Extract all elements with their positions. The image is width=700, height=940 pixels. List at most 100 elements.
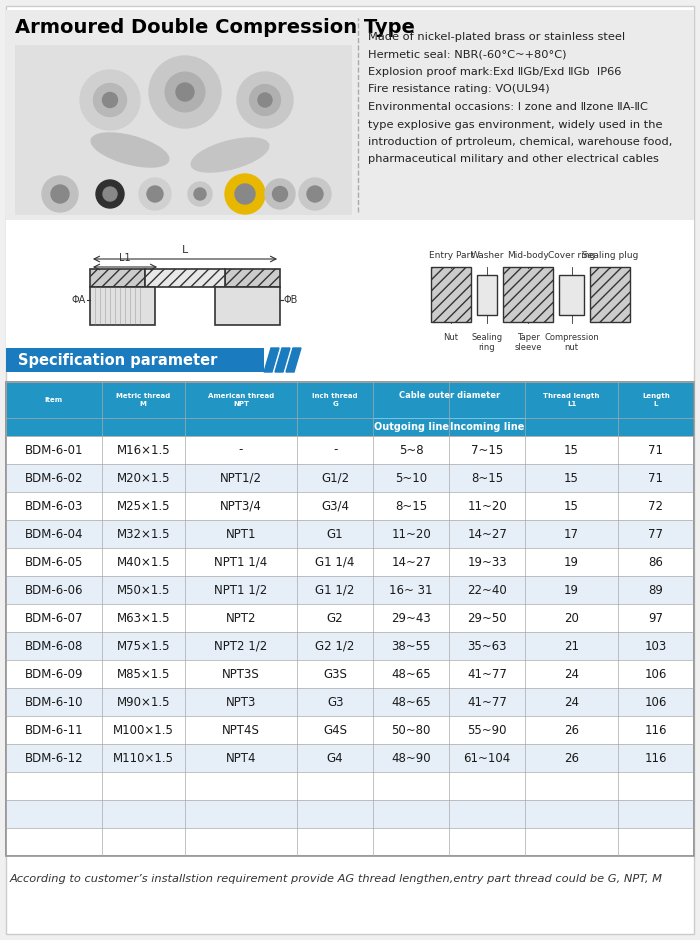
Text: NPT4: NPT4 [226,751,256,764]
Text: -: - [239,444,243,457]
FancyBboxPatch shape [590,267,630,322]
Text: 86: 86 [648,556,664,569]
Polygon shape [264,348,279,372]
FancyBboxPatch shape [6,520,694,548]
Text: 19: 19 [564,584,579,597]
Text: 38~55: 38~55 [391,639,431,652]
Text: BDM-6-08: BDM-6-08 [25,639,83,652]
Text: 116: 116 [645,724,667,737]
Text: BDM-6-10: BDM-6-10 [25,696,83,709]
Text: 116: 116 [645,751,667,764]
FancyBboxPatch shape [477,275,497,315]
Text: Explosion proof mark:Exd ⅡGb/Exd ⅡGb  IP66: Explosion proof mark:Exd ⅡGb/Exd ⅡGb IP6… [368,67,622,77]
Text: 29~50: 29~50 [468,612,507,624]
Text: BDM-6-02: BDM-6-02 [25,472,83,484]
Text: M25×1.5: M25×1.5 [116,499,170,512]
Text: 55~90: 55~90 [468,724,507,737]
Text: 106: 106 [645,667,667,681]
Text: 22~40: 22~40 [468,584,507,597]
Text: 97: 97 [648,612,664,624]
Text: BDM-6-12: BDM-6-12 [25,751,83,764]
Text: Entry Part: Entry Part [428,251,473,260]
Circle shape [265,179,295,209]
Text: M75×1.5: M75×1.5 [116,639,170,652]
FancyBboxPatch shape [6,348,264,372]
Circle shape [272,186,288,201]
Text: 16~ 31: 16~ 31 [389,584,433,597]
Text: ΦA: ΦA [71,295,86,305]
Circle shape [258,93,272,107]
Text: Nut: Nut [444,333,458,342]
FancyBboxPatch shape [503,267,553,322]
FancyBboxPatch shape [6,800,694,828]
FancyBboxPatch shape [6,464,694,492]
FancyBboxPatch shape [6,418,694,436]
FancyBboxPatch shape [15,45,352,215]
Text: Sealing plug: Sealing plug [582,251,638,260]
Text: Washer: Washer [470,251,504,260]
Polygon shape [286,348,301,372]
Text: 15: 15 [564,499,579,512]
Text: M110×1.5: M110×1.5 [113,751,174,764]
Text: BDM-6-07: BDM-6-07 [25,612,83,624]
Text: G4: G4 [327,751,344,764]
Text: pharmaceutical military and other electrical cables: pharmaceutical military and other electr… [368,154,659,164]
FancyBboxPatch shape [6,688,694,716]
Text: -: - [333,444,337,457]
FancyBboxPatch shape [431,267,471,322]
FancyBboxPatch shape [6,10,694,220]
Circle shape [96,180,124,208]
Text: Item: Item [45,397,63,403]
Text: 24: 24 [564,667,579,681]
Text: Made of nickel-plated brass or stainless steel: Made of nickel-plated brass or stainless… [368,32,625,42]
Text: 48~65: 48~65 [391,667,431,681]
FancyBboxPatch shape [6,220,694,360]
Circle shape [165,72,205,112]
FancyBboxPatch shape [6,716,694,744]
Text: 41~77: 41~77 [468,696,508,709]
Ellipse shape [91,133,169,167]
Circle shape [176,83,194,101]
Circle shape [250,85,281,116]
Text: 15: 15 [564,444,579,457]
Text: BDM-6-03: BDM-6-03 [25,499,83,512]
FancyBboxPatch shape [215,287,280,325]
Text: 35~63: 35~63 [468,639,507,652]
FancyBboxPatch shape [6,382,694,418]
Text: American thread
NPT: American thread NPT [208,393,274,407]
Text: Armoured Double Compression Type: Armoured Double Compression Type [15,18,415,37]
FancyBboxPatch shape [6,744,694,772]
Text: Cover ring: Cover ring [548,251,595,260]
Text: G3/4: G3/4 [321,499,349,512]
Circle shape [149,56,221,128]
Text: type explosive gas environment, widely used in the: type explosive gas environment, widely u… [368,119,662,130]
FancyBboxPatch shape [6,660,694,688]
FancyBboxPatch shape [90,287,155,325]
Text: NPT3/4: NPT3/4 [220,499,262,512]
Text: G4S: G4S [323,724,347,737]
Text: NPT1 1/4: NPT1 1/4 [214,556,267,569]
Text: 71: 71 [648,444,664,457]
Circle shape [299,178,331,210]
Circle shape [237,72,293,128]
Text: 7~15: 7~15 [471,444,503,457]
Text: 24: 24 [564,696,579,709]
Text: M50×1.5: M50×1.5 [117,584,170,597]
Circle shape [139,178,171,210]
Text: Length
L: Length L [642,393,670,407]
Text: Fire resistance rating: VO(UL94): Fire resistance rating: VO(UL94) [368,85,550,95]
Text: 72: 72 [648,499,664,512]
Text: BDM-6-09: BDM-6-09 [25,667,83,681]
Text: 14~27: 14~27 [391,556,431,569]
Text: L: L [182,245,188,255]
Text: BDM-6-06: BDM-6-06 [25,584,83,597]
Text: M100×1.5: M100×1.5 [113,724,174,737]
Text: M20×1.5: M20×1.5 [116,472,170,484]
Text: 8~15: 8~15 [471,472,503,484]
FancyBboxPatch shape [6,548,694,576]
Text: 103: 103 [645,639,667,652]
Text: 106: 106 [645,696,667,709]
Text: M85×1.5: M85×1.5 [117,667,170,681]
Circle shape [102,92,118,107]
Text: G1: G1 [327,527,344,540]
